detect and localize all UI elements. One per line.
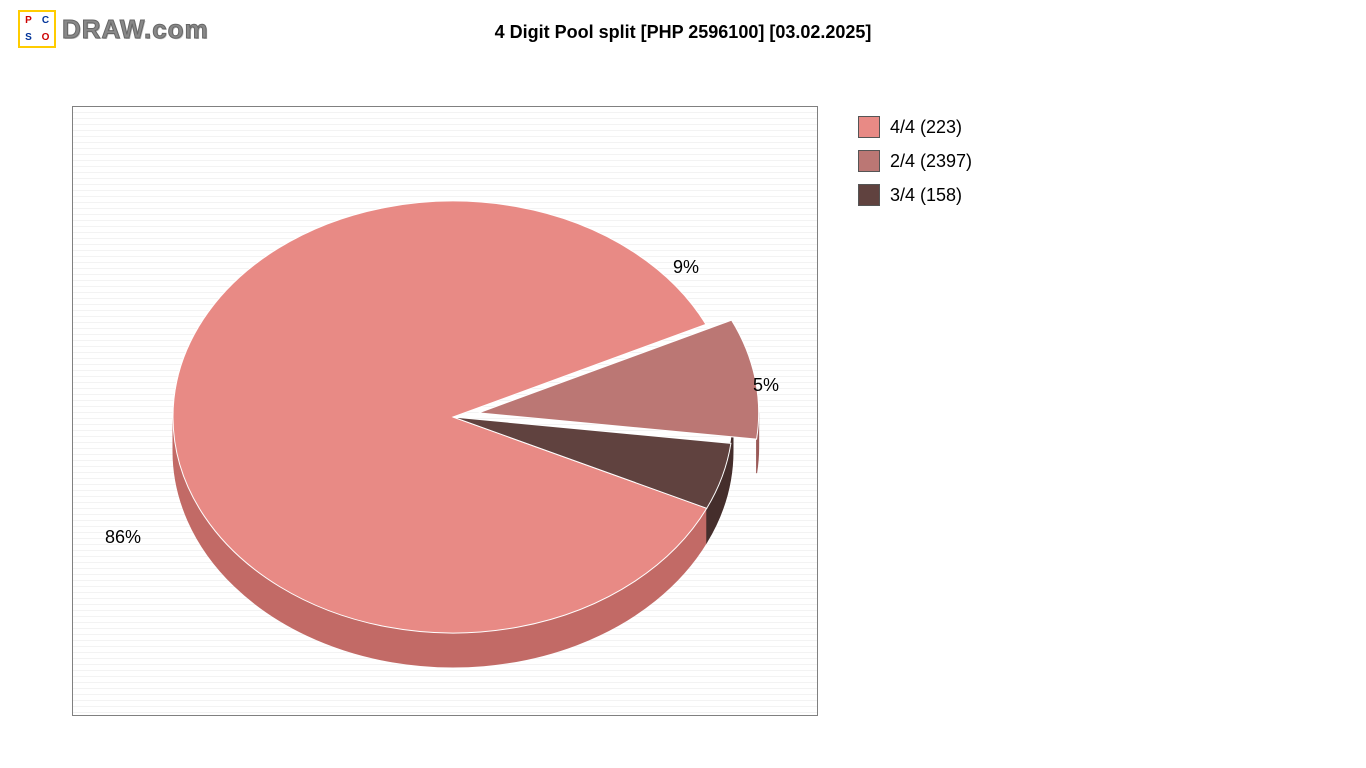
legend-item: 2/4 (2397) <box>858 150 972 172</box>
slice-label-1: 9% <box>673 257 699 278</box>
legend-item: 4/4 (223) <box>858 116 972 138</box>
legend-swatch <box>858 150 880 172</box>
legend-label: 3/4 (158) <box>890 185 962 206</box>
chart-canvas: { "logo": { "text": "DRAW.com", "mark_le… <box>0 0 1366 768</box>
legend-swatch <box>858 116 880 138</box>
plot-area: 86% 9% 5% <box>72 106 818 716</box>
legend-item: 3/4 (158) <box>858 184 972 206</box>
legend-label: 4/4 (223) <box>890 117 962 138</box>
legend-swatch <box>858 184 880 206</box>
slice-label-2: 5% <box>753 375 779 396</box>
pie-chart <box>73 107 819 717</box>
legend: 4/4 (223) 2/4 (2397) 3/4 (158) <box>858 116 972 218</box>
chart-title: 4 Digit Pool split [PHP 2596100] [03.02.… <box>0 22 1366 43</box>
legend-label: 2/4 (2397) <box>890 151 972 172</box>
slice-label-0: 86% <box>105 527 141 548</box>
